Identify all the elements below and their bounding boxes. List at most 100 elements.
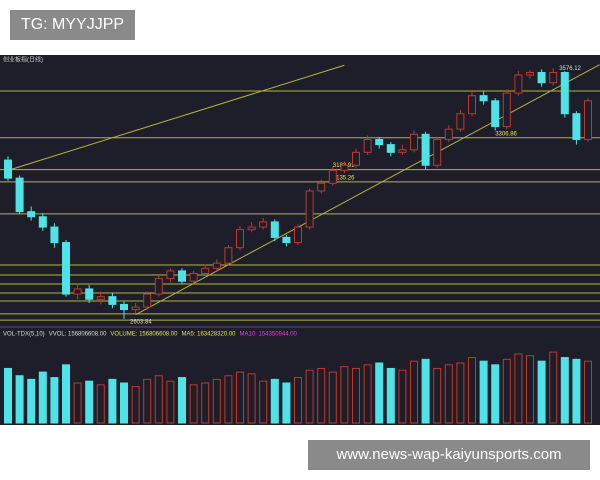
volume-header: VOLUME: 156806608.00 [110, 332, 178, 338]
candle-body [224, 247, 233, 264]
price-annotation: 2603.84 [130, 319, 152, 325]
volume-header: MA5: 163428320.00 [181, 332, 236, 338]
volume-bar [526, 355, 534, 424]
candle-body [294, 226, 302, 244]
candle-body [560, 71, 569, 115]
candle-body [305, 190, 314, 228]
volume-bar [456, 362, 465, 424]
candle-body [270, 221, 279, 238]
candle-body [154, 278, 163, 295]
candle-body [363, 138, 372, 153]
candle-body [317, 182, 326, 192]
chart: 创业板指(日线) 3306.863182.913135.263576.12260… [0, 55, 600, 425]
candle-body [38, 216, 47, 228]
volume-bar [4, 367, 12, 424]
candle-body [108, 296, 117, 305]
volume-bar [386, 367, 395, 424]
volume-bar [212, 378, 221, 424]
volume-bar [560, 357, 569, 424]
volume-bar [502, 358, 511, 424]
volume-bar [433, 367, 442, 424]
candle-body [375, 138, 384, 146]
candle-body [537, 71, 546, 84]
volume-bar [15, 375, 24, 424]
candle-body [549, 71, 558, 84]
volume-bar [108, 378, 117, 424]
candle-body [15, 177, 24, 213]
volume-bar [537, 360, 546, 424]
volume-bar [352, 367, 360, 424]
volume-bar [270, 378, 279, 424]
candle-body [502, 92, 511, 128]
candle-body [236, 229, 244, 249]
watermark: www.news-wap-kaiyunsports.com [308, 440, 590, 470]
candle-body [514, 74, 523, 94]
trendline [7, 64, 345, 171]
volume-header: VVOL: 156806608.00 [49, 332, 107, 338]
candle-body [27, 211, 36, 218]
candle-body [201, 267, 210, 274]
candle-body [328, 169, 337, 184]
volume-bar [143, 378, 152, 424]
volume-bar [479, 360, 488, 424]
candle-body [189, 272, 198, 282]
volume-bar [96, 384, 105, 424]
volume-bar [294, 377, 302, 424]
volume-bar [340, 366, 349, 424]
volume-bar [166, 380, 175, 424]
volume-bar [282, 382, 291, 424]
candle-body [444, 128, 453, 140]
candle-body [131, 306, 140, 311]
volume-bar [549, 351, 558, 424]
candle-body [410, 133, 418, 151]
volume-bar [154, 375, 163, 424]
volume-bar [328, 371, 337, 424]
volume-bar [305, 369, 314, 424]
volume-bar [514, 353, 523, 424]
volume-bar [584, 360, 592, 424]
candle-body [73, 288, 82, 295]
volume-bar [131, 386, 140, 424]
candle-body [456, 113, 465, 130]
candle-body [433, 138, 442, 166]
volume-bar [317, 367, 326, 424]
chart-title: 创业板指(日线) [3, 56, 43, 64]
candle-body [247, 226, 256, 231]
volume-bar [363, 364, 372, 424]
candle-body [62, 242, 70, 295]
candle-body [386, 144, 395, 153]
volume-header: MA10: 154350944.00 [240, 332, 298, 338]
price-annotation: 3576.12 [559, 66, 581, 72]
candle-body [4, 159, 12, 179]
volume-bar [178, 377, 186, 424]
candle-body [421, 133, 430, 166]
volume-bar [201, 382, 210, 424]
candle-body [259, 221, 268, 228]
candle-body [282, 236, 291, 244]
volume-bar [468, 357, 476, 424]
candle-body [491, 100, 500, 128]
volume-bar [421, 358, 430, 424]
level-label: 3306.86 [495, 131, 517, 137]
level-label: 3135.26 [333, 175, 355, 181]
volume-bar [224, 375, 233, 424]
volume-bar [73, 382, 82, 424]
volume-bar [189, 384, 198, 424]
candle-body [96, 296, 105, 300]
volume-bar [375, 362, 384, 424]
volume-bar [398, 369, 407, 424]
candle-body [85, 288, 94, 300]
candle-body [340, 164, 349, 171]
trendline [135, 64, 600, 316]
volume-bar [85, 380, 94, 424]
candle-body [212, 262, 221, 269]
volume-bar [236, 371, 244, 424]
candle-body [120, 303, 128, 311]
volume-bar [27, 378, 36, 424]
volume-bar [259, 380, 268, 424]
candle-body [479, 95, 488, 102]
volume-bar [38, 371, 47, 424]
candle-body [526, 71, 534, 76]
candle-body [352, 151, 360, 166]
